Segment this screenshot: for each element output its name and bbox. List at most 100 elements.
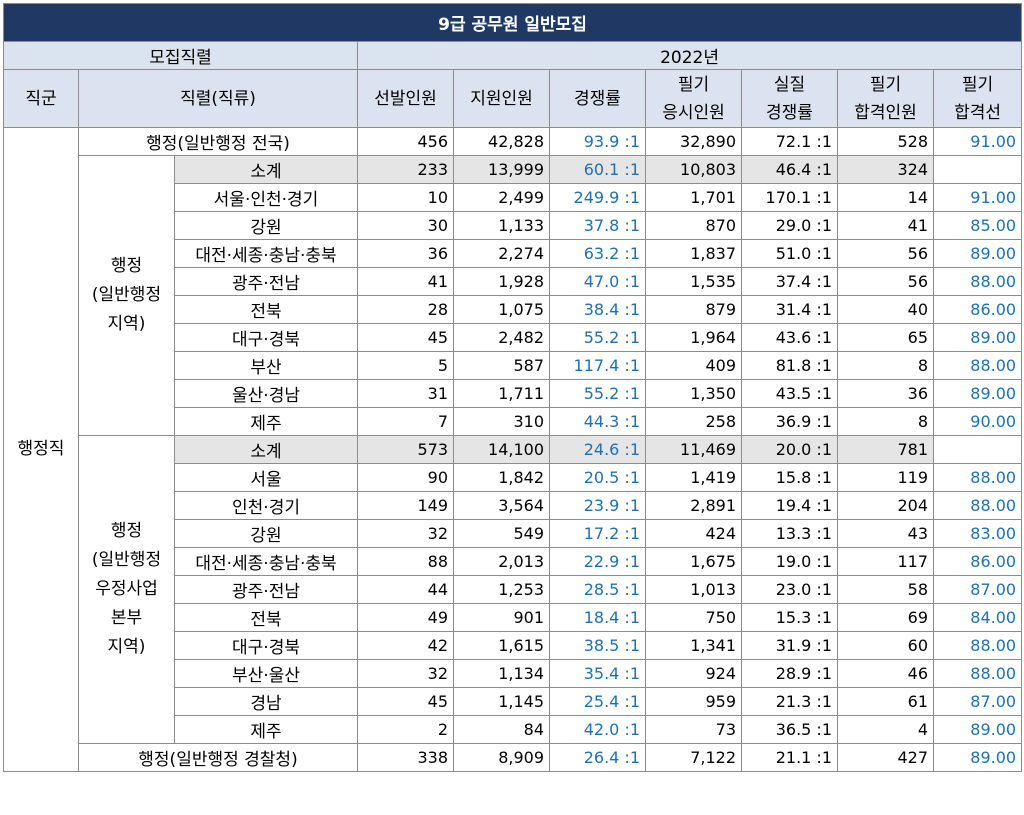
cutoff-cell: 89.00 bbox=[932, 323, 1023, 352]
selected-cell: 41 bbox=[357, 267, 454, 296]
exam-takers-cell: 424 bbox=[645, 519, 742, 548]
selected-cell: 456 bbox=[357, 127, 454, 156]
competition-cell: 249.9 :1 bbox=[549, 183, 646, 212]
passed-cell: 324 bbox=[837, 155, 934, 184]
table-row: 서울 90 1,842 20.5 :1 1,419 15.8 :1 119 88.00 bbox=[4, 463, 1023, 492]
table-row: 서울·인천·경기 10 2,499 249.9 :1 1,701 170.1 :1 14 91… bbox=[4, 183, 1023, 212]
row-name: 부산 bbox=[174, 351, 358, 380]
row-name: 제주 bbox=[174, 715, 358, 744]
cutoff-cell: 88.00 bbox=[932, 267, 1023, 296]
row-name: 서울·인천·경기 bbox=[174, 183, 358, 212]
cutoff-cell: 91.00 bbox=[932, 183, 1023, 212]
row-name: 소계 bbox=[174, 155, 358, 184]
applied-cell: 14,100 bbox=[453, 435, 550, 464]
competition-cell: 18.4 :1 bbox=[549, 603, 646, 632]
header-selected: 선발인원 bbox=[357, 69, 454, 128]
applied-cell: 1,711 bbox=[453, 379, 550, 408]
exam-takers-cell: 2,891 bbox=[645, 491, 742, 520]
exam-takers-cell: 750 bbox=[645, 603, 742, 632]
cutoff-cell: 86.00 bbox=[932, 295, 1023, 324]
selected-cell: 44 bbox=[357, 575, 454, 604]
row-name: 소계 bbox=[174, 435, 358, 464]
table-row: 대구·경북 45 2,482 55.2 :1 1,964 43.6 :1 65 89.00 bbox=[4, 323, 1023, 352]
passed-cell: 8 bbox=[837, 407, 934, 436]
passed-cell: 61 bbox=[837, 687, 934, 716]
table-row: 행정 (일반행정 우정사업 본부 지역) 소계 573 14,100 24.6 :1 11,469… bbox=[4, 435, 1023, 744]
passed-cell: 204 bbox=[837, 491, 934, 520]
competition-cell: 23.9 :1 bbox=[549, 491, 646, 520]
passed-cell: 56 bbox=[837, 239, 934, 268]
actual-competition-cell: 46.4 :1 bbox=[741, 155, 838, 184]
passed-cell: 117 bbox=[837, 547, 934, 576]
competition-cell: 117.4 :1 bbox=[549, 351, 646, 380]
row-name: 제주 bbox=[174, 407, 358, 436]
header-exam-takers: 필기 응시인원 bbox=[645, 69, 742, 128]
applied-cell: 549 bbox=[453, 519, 550, 548]
exam-takers-cell: 1,350 bbox=[645, 379, 742, 408]
row-name: 행정(일반행정 경찰청) bbox=[78, 743, 358, 772]
row-name: 대전·세종·충남·충북 bbox=[174, 239, 358, 268]
actual-competition-cell: 37.4 :1 bbox=[741, 267, 838, 296]
table-row: 전북 49 901 18.4 :1 750 15.3 :1 69 84.00 bbox=[4, 603, 1023, 632]
table-row: 광주·전남 44 1,253 28.5 :1 1,013 23.0 :1 58 87.00 bbox=[4, 575, 1023, 604]
table-row: 대전·세종·충남·충북 36 2,274 63.2 :1 1,837 51.0 :1 56 8… bbox=[4, 239, 1023, 268]
row-name: 강원 bbox=[174, 211, 358, 240]
passed-cell: 781 bbox=[837, 435, 934, 464]
exam-takers-cell: 7,122 bbox=[645, 743, 742, 772]
table-row: 행정 (일반행정 지역) 소계 233 13,999 60.1 :1 10,803 46.4 :… bbox=[4, 155, 1023, 436]
actual-competition-cell: 43.5 :1 bbox=[741, 379, 838, 408]
actual-competition-cell: 29.0 :1 bbox=[741, 211, 838, 240]
selected-cell: 49 bbox=[357, 603, 454, 632]
applied-cell: 2,499 bbox=[453, 183, 550, 212]
passed-cell: 8 bbox=[837, 351, 934, 380]
competition-cell: 63.2 :1 bbox=[549, 239, 646, 268]
passed-cell: 56 bbox=[837, 267, 934, 296]
header-jikryeol: 직렬(직류) bbox=[78, 69, 358, 128]
actual-competition-cell: 19.4 :1 bbox=[741, 491, 838, 520]
applied-cell: 84 bbox=[453, 715, 550, 744]
applied-cell: 1,615 bbox=[453, 631, 550, 660]
row-name: 인천·경기 bbox=[174, 491, 358, 520]
exam-takers-cell: 409 bbox=[645, 351, 742, 380]
actual-competition-cell: 170.1 :1 bbox=[741, 183, 838, 212]
cutoff-cell: 89.00 bbox=[932, 379, 1023, 408]
row-name: 전북 bbox=[174, 603, 358, 632]
selected-cell: 42 bbox=[357, 631, 454, 660]
row-name: 대구·경북 bbox=[174, 631, 358, 660]
row-name: 행정(일반행정 전국) bbox=[78, 127, 358, 156]
passed-cell: 58 bbox=[837, 575, 934, 604]
header-jikgun: 직군 bbox=[3, 69, 79, 128]
actual-competition-cell: 31.9 :1 bbox=[741, 631, 838, 660]
applied-cell: 2,274 bbox=[453, 239, 550, 268]
competition-cell: 37.8 :1 bbox=[549, 211, 646, 240]
actual-competition-cell: 20.0 :1 bbox=[741, 435, 838, 464]
header-exam-takers-l1: 필기 bbox=[677, 74, 710, 95]
actual-competition-cell: 19.0 :1 bbox=[741, 547, 838, 576]
exam-takers-cell: 879 bbox=[645, 295, 742, 324]
applied-cell: 587 bbox=[453, 351, 550, 380]
exam-takers-cell: 959 bbox=[645, 687, 742, 716]
header-passed: 필기 합격인원 bbox=[837, 69, 934, 128]
actual-competition-cell: 15.3 :1 bbox=[741, 603, 838, 632]
group-label-line: 행정 bbox=[110, 521, 143, 541]
exam-takers-cell: 1,837 bbox=[645, 239, 742, 268]
header-applied: 지원인원 bbox=[453, 69, 550, 128]
table-row: 경남 45 1,145 25.4 :1 959 21.3 :1 61 87.00 bbox=[4, 687, 1023, 716]
table-row: 행정직 행정(일반행정 전국) 456 42,828 93.9 :1 32,890 72.1… bbox=[3, 127, 1023, 772]
table-row: 강원 32 549 17.2 :1 424 13.3 :1 43 83.00 bbox=[4, 519, 1023, 548]
header-cutoff-l2: 합격선 bbox=[954, 102, 1002, 123]
applied-cell: 2,482 bbox=[453, 323, 550, 352]
actual-competition-cell: 36.5 :1 bbox=[741, 715, 838, 744]
applied-cell: 1,145 bbox=[453, 687, 550, 716]
passed-cell: 119 bbox=[837, 463, 934, 492]
selected-cell: 88 bbox=[357, 547, 454, 576]
applied-cell: 1,075 bbox=[453, 295, 550, 324]
table-row: 울산·경남 31 1,711 55.2 :1 1,350 43.5 :1 36 89.00 bbox=[4, 379, 1023, 408]
competition-cell: 55.2 :1 bbox=[549, 379, 646, 408]
applied-cell: 1,133 bbox=[453, 211, 550, 240]
cutoff-cell: 84.00 bbox=[932, 603, 1023, 632]
actual-competition-cell: 51.0 :1 bbox=[741, 239, 838, 268]
cutoff-cell: 88.00 bbox=[932, 351, 1023, 380]
selected-cell: 338 bbox=[357, 743, 454, 772]
recruitment-table: 9급 공무원 일반모집 모집직렬 2022년 직군 직렬(직류) 선발인원 지원… bbox=[2, 3, 1023, 772]
